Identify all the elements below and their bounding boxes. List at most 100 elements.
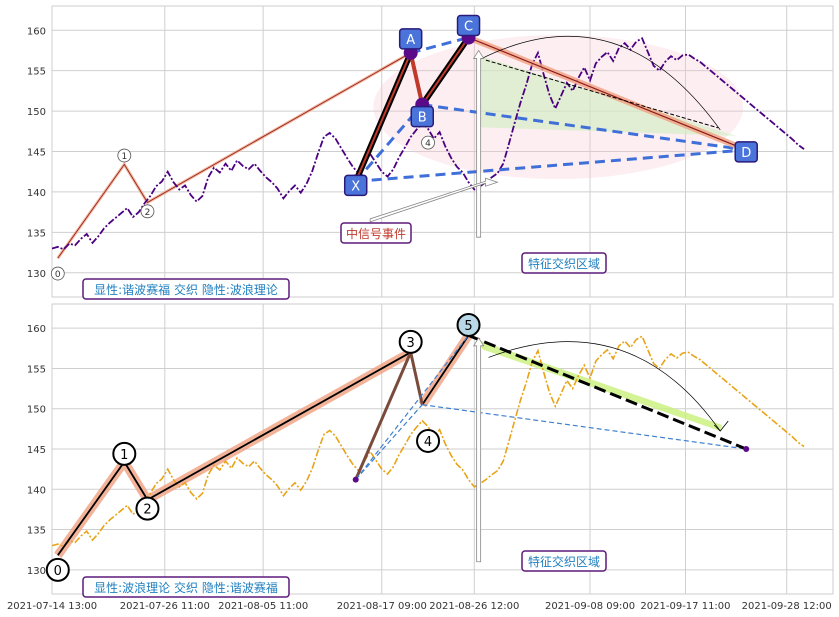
bottom-wave-circle-text: 4 [424, 435, 432, 450]
y-tick-label: 145 [27, 445, 46, 456]
pattern-label-box [734, 141, 758, 163]
wave-bubble-4 [421, 135, 435, 150]
price-series-line [52, 37, 805, 251]
feature-zone-label-text: 特征交织区域 [528, 256, 600, 271]
bottom-wave-circle-text: 1 [120, 448, 128, 463]
bottom-feature-zone-label: 特征交织区域 [521, 550, 607, 572]
y-tick-label: 150 [27, 405, 46, 416]
wave-bubble-1 [117, 148, 132, 163]
bottom-feature-zone-arrow [472, 337, 485, 563]
signal-event-label-text: 中信号事件 [346, 226, 406, 241]
y-tick-label: 160 [27, 26, 46, 37]
bottom-dot-d [743, 446, 750, 452]
pattern-label-x: X [343, 174, 368, 197]
harmonic-leg-cd-inner [468, 36, 747, 151]
feature-zone-arrow [472, 49, 485, 238]
top-plot-content [52, 30, 805, 260]
y-tick-label: 145 [27, 148, 46, 159]
x-tick-label: 2021-09-08 09:00 [545, 601, 635, 612]
pattern-label-box [456, 14, 481, 37]
y-tick-label: 130 [27, 269, 46, 280]
bottom-wave-circle-text: 5 [464, 319, 472, 334]
bottom-wave-circle-text: 3 [407, 336, 415, 351]
bottom-harmonic-dashed [355, 335, 470, 480]
harmonic-leg-dashed [410, 36, 469, 55]
bottom-ab-leg [409, 352, 424, 406]
bottom-wave-line-45 [421, 334, 470, 406]
bottom-projection-curve [488, 341, 721, 432]
y-tick-label: 135 [27, 526, 46, 537]
signal-event-arrow [369, 177, 499, 223]
bottom-feature-zone-label-box [521, 550, 607, 572]
pattern-label-b: B [410, 105, 435, 128]
x-tick-label: 2021-08-05 11:00 [218, 601, 308, 612]
bottom-wave-circle-text: 0 [54, 564, 62, 579]
projection-dashed [485, 59, 719, 129]
bottom-dot-x [352, 476, 359, 483]
wave-path-thin-inner [57, 52, 411, 259]
harmonic-leg-ab [408, 52, 425, 106]
projection-curve [479, 35, 721, 131]
top-legend: 显性:谐波赛福 交织 隐性:波浪理论 [82, 278, 290, 300]
y-tick-label: 160 [27, 324, 46, 335]
harmonic-leg-solid-inner [354, 52, 412, 182]
bottom-xa-leg [354, 351, 413, 481]
y-tick-label: 130 [27, 566, 46, 577]
feature-zone-label-box [521, 252, 607, 274]
bottom-feature-zone-label-text: 特征交织区域 [528, 554, 600, 569]
bottom-wave-circle-1 [112, 441, 137, 466]
signal-event-label-box [340, 222, 412, 244]
pattern-label-text: D [741, 146, 751, 161]
x-tick-label: 2021-08-26 12:00 [429, 601, 519, 612]
bottom-plot-content [52, 332, 805, 558]
bottom-wave-circle-text: 2 [143, 503, 151, 518]
pattern-label-text: A [406, 33, 415, 48]
harmonic-leg-dashed [422, 103, 747, 152]
harmonic-leg-solid-inner [421, 36, 470, 106]
signal-event-label: 中信号事件 [340, 222, 412, 244]
harmonic-leg-dashed [355, 148, 747, 183]
pattern-label-box [410, 105, 435, 128]
x-tick-label: 2021-08-17 09:00 [337, 601, 427, 612]
pattern-label-text: B [418, 111, 427, 126]
wave-bubble-text: 4 [425, 139, 431, 149]
feature-zone-label: 特征交织区域 [521, 252, 607, 274]
top-legend-box [82, 278, 290, 300]
bottom-harmonic-dashed [422, 404, 747, 450]
x-tick-label: 2021-09-17 11:00 [640, 601, 730, 612]
x-axis: 2021-07-14 13:00 2021-07-26 11:00 2021-08-… [7, 601, 832, 612]
pattern-label-box [343, 174, 368, 197]
y-tick-label: 150 [27, 107, 46, 118]
bottom-legend-text: 显性:波浪理论 交织 隐性:谐波赛福 [94, 580, 278, 595]
x-tick-label: 2021-07-14 13:00 [7, 601, 97, 612]
pattern-label-box [398, 28, 423, 50]
bottom-wave-circle-0 [45, 557, 70, 582]
bottom-projection-arrowhead [713, 420, 729, 432]
bottom-y-axis: 130 135 140 145 150 155 160 [27, 324, 46, 577]
bottom-legend: 显性:波浪理论 交织 隐性:谐波赛福 [82, 576, 290, 598]
y-tick-label: 140 [27, 188, 46, 199]
bottom-price-series [52, 335, 805, 548]
bottom-wave-circle-3 [398, 329, 423, 354]
pattern-label-a: A [398, 28, 423, 50]
top-legend-text: 显性:谐波赛福 交织 隐性:波浪理论 [94, 282, 278, 297]
wave-bubble-2 [140, 204, 155, 219]
bottom-wave-circle-4 [416, 428, 441, 453]
bottom-panel: 130 135 140 145 150 155 160 0 1 2 3 4 5 特征交织区域显性:波浪理… [27, 303, 834, 598]
y-tick-label: 135 [27, 228, 46, 239]
pattern-label-text: C [464, 20, 473, 35]
y-tick-label: 140 [27, 485, 46, 496]
x-tick-label: 2021-07-26 11:00 [120, 601, 210, 612]
y-tick-label: 155 [27, 364, 46, 375]
pattern-label-d: D [734, 141, 758, 163]
bottom-wave-circle-2 [135, 496, 160, 521]
wave-bubble-0 [50, 266, 65, 281]
wave-bubble-text: 2 [145, 208, 151, 218]
bottom-wave-circle-5 [456, 312, 481, 337]
y-tick-label: 155 [27, 67, 46, 78]
wave-bubble-text: 1 [121, 152, 127, 162]
top-panel: 130 135 140 145 150 155 160 X A B C D 0 1 2 4 中信号事件特征交织… [27, 5, 834, 300]
pattern-label-text: X [351, 179, 360, 194]
x-tick-label: 2021-09-28 12:00 [742, 601, 832, 612]
